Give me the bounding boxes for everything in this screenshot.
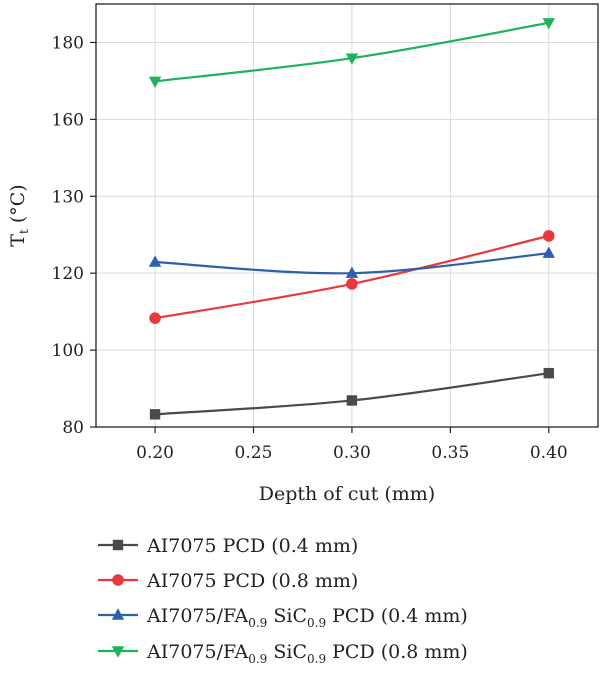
data-point-series-4 — [542, 18, 555, 30]
data-point-series-1 — [346, 395, 358, 406]
legend-marker — [112, 574, 124, 586]
y-tick-label: 130 — [52, 187, 84, 207]
y-tick-label: 180 — [52, 33, 84, 53]
data-point-series-1 — [149, 409, 161, 420]
legend-item: AI7075 PCD (0.4 mm) — [98, 535, 358, 557]
legend-label: AI7075 PCD (0.8 mm) — [146, 570, 358, 592]
legend-marker — [112, 539, 124, 551]
legend-marker — [111, 608, 125, 620]
data-point-series-3 — [542, 246, 555, 258]
plot-frame — [95, 3, 599, 428]
legend-label: AI7075/FA0.9 SiC0.9 PCD (0.4 mm) — [146, 605, 468, 630]
x-tick-label: 0.35 — [431, 443, 469, 463]
data-point-series-2 — [346, 278, 358, 290]
y-tick-label: 160 — [52, 110, 84, 130]
data-point-series-1 — [543, 367, 554, 379]
y-axis-title-unit: (°C) — [7, 184, 29, 229]
x-tick-label: 0.25 — [235, 443, 273, 463]
data-point-series-2 — [149, 312, 161, 324]
y-axis-title: Tt (°C) — [7, 184, 31, 246]
data-point-series-3 — [148, 255, 162, 267]
legend-label: AI7075 PCD (0.4 mm) — [146, 535, 358, 557]
grid-lines — [96, 4, 598, 428]
y-tick-label: 100 — [52, 341, 84, 361]
y-tick-label: 80 — [62, 418, 84, 438]
data-point-series-4 — [345, 53, 359, 65]
series-markers — [148, 18, 555, 420]
data-point-series-3 — [345, 266, 359, 278]
x-tick-label: 0.30 — [333, 443, 371, 463]
x-axis-title: Depth of cut (mm) — [259, 483, 435, 505]
x-tick-label: 0.20 — [136, 443, 174, 463]
y-axis-title-main: T — [7, 234, 29, 247]
legend-item: AI7075 PCD (0.8 mm) — [98, 570, 358, 592]
x-axis-ticks: 0.20 0.25 0.30 0.35 0.40 — [136, 427, 568, 463]
y-axis-title-subscript: t — [17, 229, 31, 234]
y-axis-ticks: 80 100 120 130 160 180 — [52, 33, 96, 438]
legend-marker — [111, 646, 125, 658]
legend: AI7075 PCD (0.4 mm) AI7075 PCD (0.8 mm) AI… — [98, 535, 468, 666]
legend-label: AI7075/FA0.9 SiC0.9 PCD (0.8 mm) — [146, 641, 468, 666]
legend-item: AI7075/FA0.9 SiC0.9 PCD (0.4 mm) — [98, 605, 468, 630]
y-tick-label: 120 — [52, 264, 84, 284]
legend-item: AI7075/FA0.9 SiC0.9 PCD (0.8 mm) — [98, 641, 468, 666]
data-point-series-2 — [542, 230, 555, 242]
x-tick-label: 0.40 — [530, 443, 568, 463]
data-point-series-4 — [148, 76, 162, 88]
